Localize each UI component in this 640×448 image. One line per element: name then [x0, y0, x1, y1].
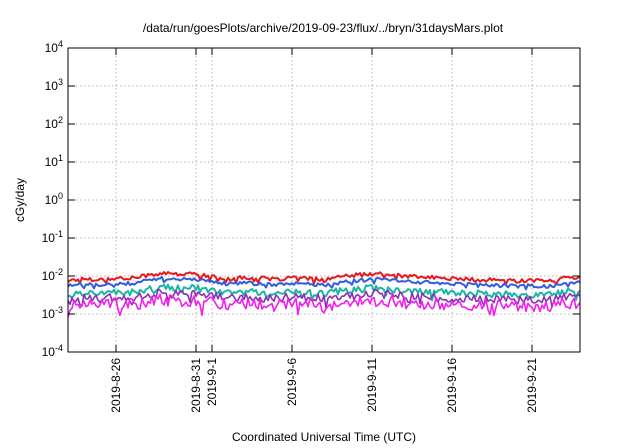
x-tick-label: 2019-9-16: [445, 358, 459, 413]
x-tick-label: 2019-9-1: [205, 358, 219, 406]
y-tick-label: 10-3: [42, 305, 63, 321]
y-tick-label: 101: [45, 153, 63, 169]
series-line: [67, 288, 581, 309]
x-tick-label: 2019-8-26: [109, 358, 123, 413]
y-tick-label: 10-2: [42, 267, 63, 283]
y-tick-label: 100: [45, 191, 63, 207]
series-line: [67, 271, 581, 286]
series-layer: [67, 271, 581, 318]
series-line: [67, 293, 581, 318]
x-tick-label: 2019-9-11: [365, 358, 379, 412]
x-tick-label: 2019-9-6: [285, 358, 299, 406]
x-tick-label: 2019-9-21: [525, 358, 539, 413]
y-tick-label: 104: [45, 39, 63, 55]
x-tick-label: 2019-8-31: [189, 358, 203, 413]
chart-title: /data/run/goesPlots/archive/2019-09-23/f…: [143, 21, 504, 35]
y-tick-label: 102: [45, 115, 63, 131]
axis-layer: 10-4 10-3 10-2 10-1 100 101 102 103 104 2019-8-26…: [42, 39, 580, 413]
y-tick-label: 10-4: [42, 343, 63, 359]
y-axis-label: cGy/day: [13, 178, 27, 222]
y-tick-label: 10-1: [42, 229, 63, 245]
y-tick-label: 103: [45, 77, 63, 93]
x-axis-label: Coordinated Universal Time (UTC): [232, 430, 416, 444]
series-line: [67, 276, 581, 291]
